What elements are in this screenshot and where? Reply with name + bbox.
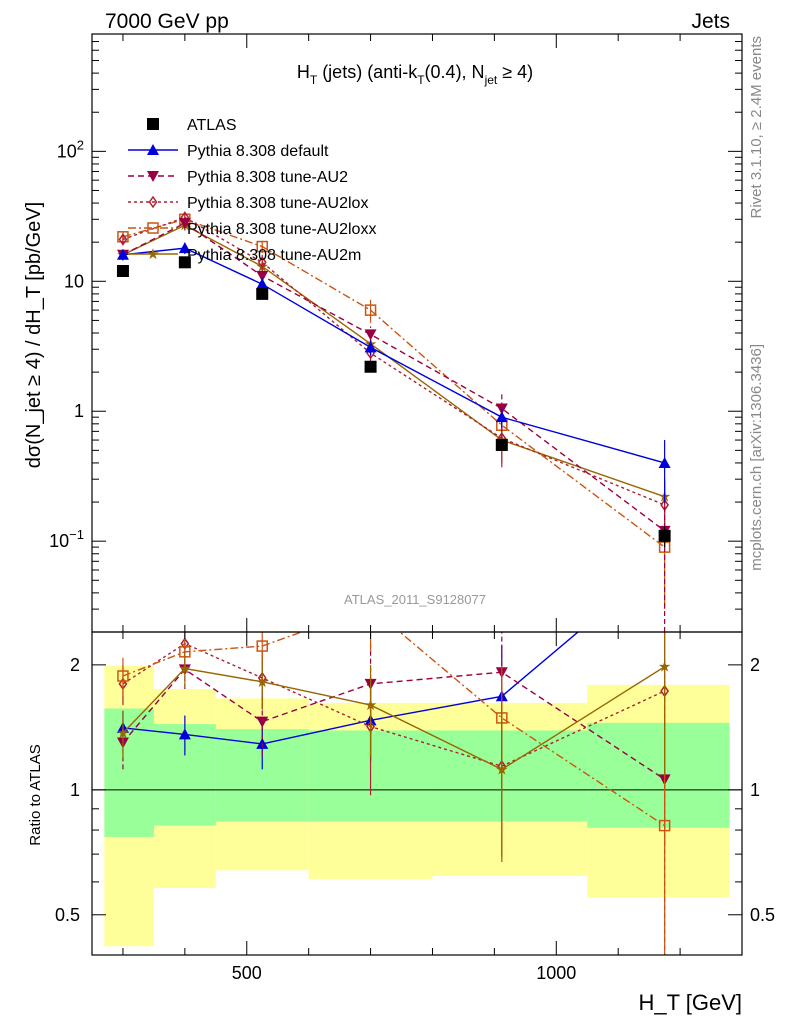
green-band (432, 730, 588, 822)
main-panel-series: ★★★★★★ (116, 211, 671, 632)
ratio-y-tick-label-right: 1 (750, 780, 760, 800)
legend-item-au2m: ★ Pythia 8.308 tune-AU2m (128, 246, 361, 264)
legend: ATLAS Pythia 8.308 default Pythia 8.308 tu… (128, 117, 376, 264)
series-line (122, 216, 665, 506)
chart-title: HT (jets) (anti-kT(0.4), Njet ≥ 4) (297, 62, 533, 87)
data-marker (256, 278, 269, 290)
data-marker: ★ (364, 697, 377, 714)
series-line (122, 222, 666, 532)
data-marker: ★ (178, 661, 191, 678)
x-axis-label: H_T [GeV] (638, 990, 742, 1015)
series-line (122, 642, 665, 767)
series-line (122, 666, 665, 771)
legend-label: Pythia 8.308 default (187, 143, 329, 160)
data-marker: ★ (256, 674, 269, 691)
rivet-label: Rivet 3.1.10, ≥ 2.4M events (748, 36, 765, 219)
data-marker (658, 819, 671, 832)
legend-label: Pythia 8.308 tune-AU2lox (187, 195, 368, 212)
data-marker (364, 304, 377, 316)
data-marker (257, 255, 267, 269)
ratio-panel-series: ★ ★ ★ ★ ★ ★ (116, 632, 671, 955)
legend-item-data: ATLAS (147, 117, 237, 134)
data-marker (147, 118, 159, 130)
y-tick-label: 10−1 (49, 527, 84, 551)
data-marker (147, 144, 159, 155)
legend-label: Pythia 8.308 tune-AU2m (187, 247, 361, 264)
data-marker (364, 341, 377, 353)
ratio-y-tick-label: 1 (70, 780, 80, 800)
series-line (122, 247, 665, 464)
data-marker: ★ (658, 659, 671, 676)
y-tick-label: 102 (57, 137, 84, 161)
y-axis-label-main: dσ(N_jet ≥ 4) / dH_T [pb/GeV] (23, 202, 45, 468)
ratio-y-tick-label-right: 2 (750, 655, 760, 675)
series-line (122, 218, 666, 548)
data-marker: ★ (146, 246, 159, 263)
data-marker (178, 242, 191, 254)
series-line (122, 632, 666, 827)
mcplots-label: mcplots.cern.ch [arXiv:1306.3436] (748, 344, 765, 571)
data-marker (148, 195, 158, 209)
data-marker (117, 670, 129, 682)
series-au2m: ★ ★ ★ ★ ★ ★ (116, 632, 671, 863)
series-au2loxx (117, 213, 671, 610)
data-marker (178, 218, 191, 230)
series-au2 (116, 217, 671, 632)
analysis-watermark: ATLAS_2011_S9128077 (344, 592, 486, 607)
legend-item-au2lox: Pythia 8.308 tune-AU2lox (128, 195, 368, 212)
data-marker (495, 438, 508, 451)
data-marker (256, 640, 268, 652)
x-tick-label: 500 (232, 963, 262, 983)
data-marker (147, 222, 159, 234)
y-tick-label: 1 (74, 401, 84, 421)
data-marker: ★ (495, 761, 508, 778)
series-default (116, 242, 671, 503)
data-marker (178, 256, 191, 269)
header-right: Jets (691, 10, 730, 33)
data-marker (658, 529, 671, 542)
data-marker (495, 411, 508, 423)
data-marker (116, 265, 129, 278)
ratio-frame (91, 631, 743, 956)
ratio-y-tick-label: 2 (70, 655, 80, 675)
legend-label: Pythia 8.308 tune-AU2loxx (187, 221, 376, 238)
legend-item-au2loxx: Pythia 8.308 tune-AU2loxx (128, 221, 376, 238)
data-marker (256, 270, 269, 282)
y-tick-label: 10 (64, 271, 84, 291)
legend-item-default: Pythia 8.308 default (128, 143, 329, 160)
ratio-y-tick-label-right: 0.5 (750, 905, 775, 925)
data-marker (147, 171, 159, 182)
ratio-uncertainty-bands (92, 665, 742, 947)
data-marker (256, 716, 269, 728)
series-line (122, 224, 665, 498)
legend-label: Pythia 8.308 tune-AU2 (187, 169, 348, 186)
x-tick-label: 1000 (536, 963, 576, 983)
data-marker (256, 240, 268, 253)
data-marker (364, 360, 377, 373)
data-marker (256, 287, 269, 300)
ratio-y-tick-label: 0.5 (55, 905, 80, 925)
header-left: 7000 GeV pp (105, 10, 229, 33)
data-marker (658, 456, 671, 468)
y-axis-label-ratio: Ratio to ATLAS (27, 744, 44, 845)
data-marker (364, 329, 377, 341)
legend-label: ATLAS (187, 117, 237, 134)
data-marker: ★ (116, 725, 129, 742)
legend-item-au2: Pythia 8.308 tune-AU2 (128, 169, 348, 186)
data-marker (178, 728, 191, 740)
series-line (122, 632, 580, 745)
data-marker (118, 233, 128, 246)
axes: 500 1000 10−1 1 10 102 0.5 0.5 1 1 2 2 (49, 33, 775, 983)
series-data (116, 256, 671, 548)
data-marker (116, 248, 129, 260)
